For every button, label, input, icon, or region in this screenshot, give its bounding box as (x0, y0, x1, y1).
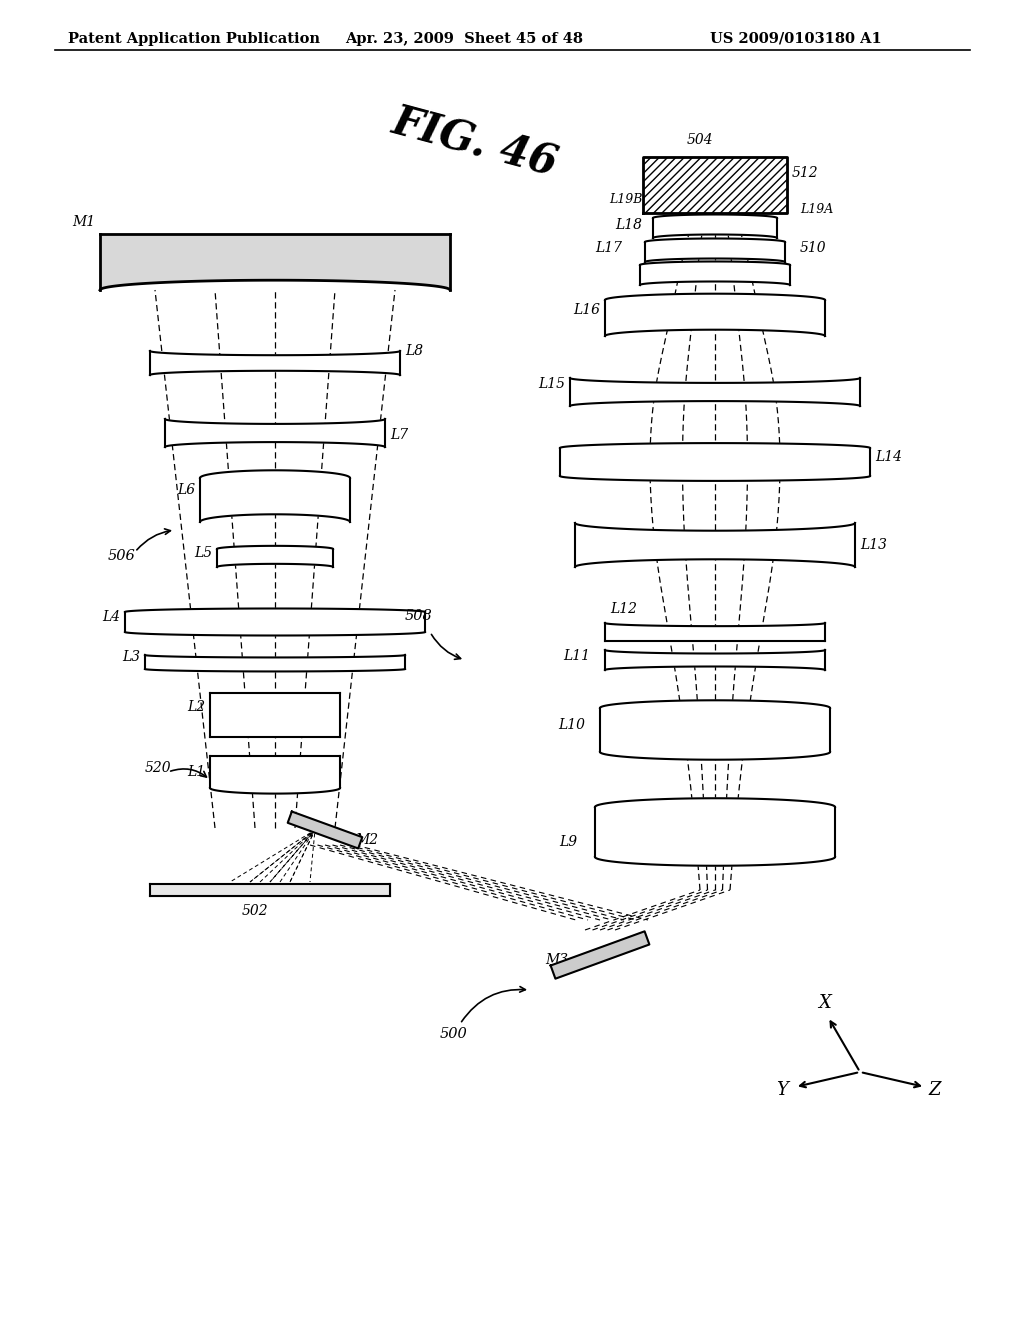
Polygon shape (210, 756, 340, 793)
Text: L11: L11 (563, 649, 590, 663)
Text: L12: L12 (610, 602, 637, 616)
Polygon shape (560, 444, 870, 480)
Polygon shape (200, 470, 350, 521)
Text: Patent Application Publication: Patent Application Publication (68, 32, 319, 46)
Polygon shape (217, 546, 333, 568)
Text: 510: 510 (800, 242, 826, 255)
Text: 512: 512 (792, 166, 818, 180)
Text: L5: L5 (194, 546, 212, 560)
Text: L3: L3 (122, 649, 140, 664)
Text: M2: M2 (355, 833, 378, 847)
Text: M1: M1 (72, 215, 95, 228)
Text: L1: L1 (186, 766, 205, 779)
Polygon shape (645, 239, 785, 261)
Text: L17: L17 (595, 242, 622, 255)
Text: L2: L2 (186, 700, 205, 714)
Text: L10: L10 (558, 718, 585, 733)
Text: L7: L7 (390, 428, 409, 442)
Text: L15: L15 (538, 378, 565, 391)
Polygon shape (288, 812, 362, 849)
Text: L19B: L19B (609, 193, 643, 206)
Text: L6: L6 (177, 483, 195, 498)
Text: Apr. 23, 2009  Sheet 45 of 48: Apr. 23, 2009 Sheet 45 of 48 (345, 32, 583, 46)
Polygon shape (125, 609, 425, 635)
Text: 508: 508 (406, 609, 433, 623)
Polygon shape (600, 701, 830, 760)
Polygon shape (145, 655, 406, 672)
Text: L14: L14 (874, 450, 902, 465)
Text: US 2009/0103180 A1: US 2009/0103180 A1 (710, 32, 882, 46)
Polygon shape (150, 884, 390, 896)
Polygon shape (100, 234, 450, 290)
Text: L4: L4 (101, 610, 120, 624)
Text: M3: M3 (545, 953, 568, 968)
Polygon shape (575, 523, 855, 568)
Polygon shape (605, 649, 825, 671)
Polygon shape (595, 799, 835, 866)
Text: FIG. 46: FIG. 46 (388, 100, 563, 185)
Text: Z: Z (928, 1081, 940, 1100)
Polygon shape (605, 294, 825, 337)
Polygon shape (165, 418, 385, 447)
Text: L13: L13 (860, 539, 887, 552)
Text: X: X (818, 994, 831, 1012)
Polygon shape (551, 932, 649, 978)
Polygon shape (570, 378, 860, 407)
Polygon shape (653, 215, 777, 238)
Polygon shape (643, 157, 787, 213)
Text: 504: 504 (687, 133, 714, 147)
Polygon shape (150, 351, 400, 375)
Text: 520: 520 (145, 762, 172, 775)
Text: L16: L16 (573, 304, 600, 317)
Text: L8: L8 (406, 345, 423, 358)
Text: L19A: L19A (800, 203, 834, 216)
Text: Y: Y (776, 1081, 788, 1100)
Text: 500: 500 (440, 1027, 468, 1041)
Polygon shape (210, 693, 340, 737)
Polygon shape (605, 623, 825, 642)
Text: L18: L18 (615, 218, 642, 232)
Text: 502: 502 (242, 904, 268, 917)
Text: L9: L9 (559, 836, 577, 849)
Polygon shape (640, 261, 790, 285)
Text: 506: 506 (108, 549, 136, 564)
